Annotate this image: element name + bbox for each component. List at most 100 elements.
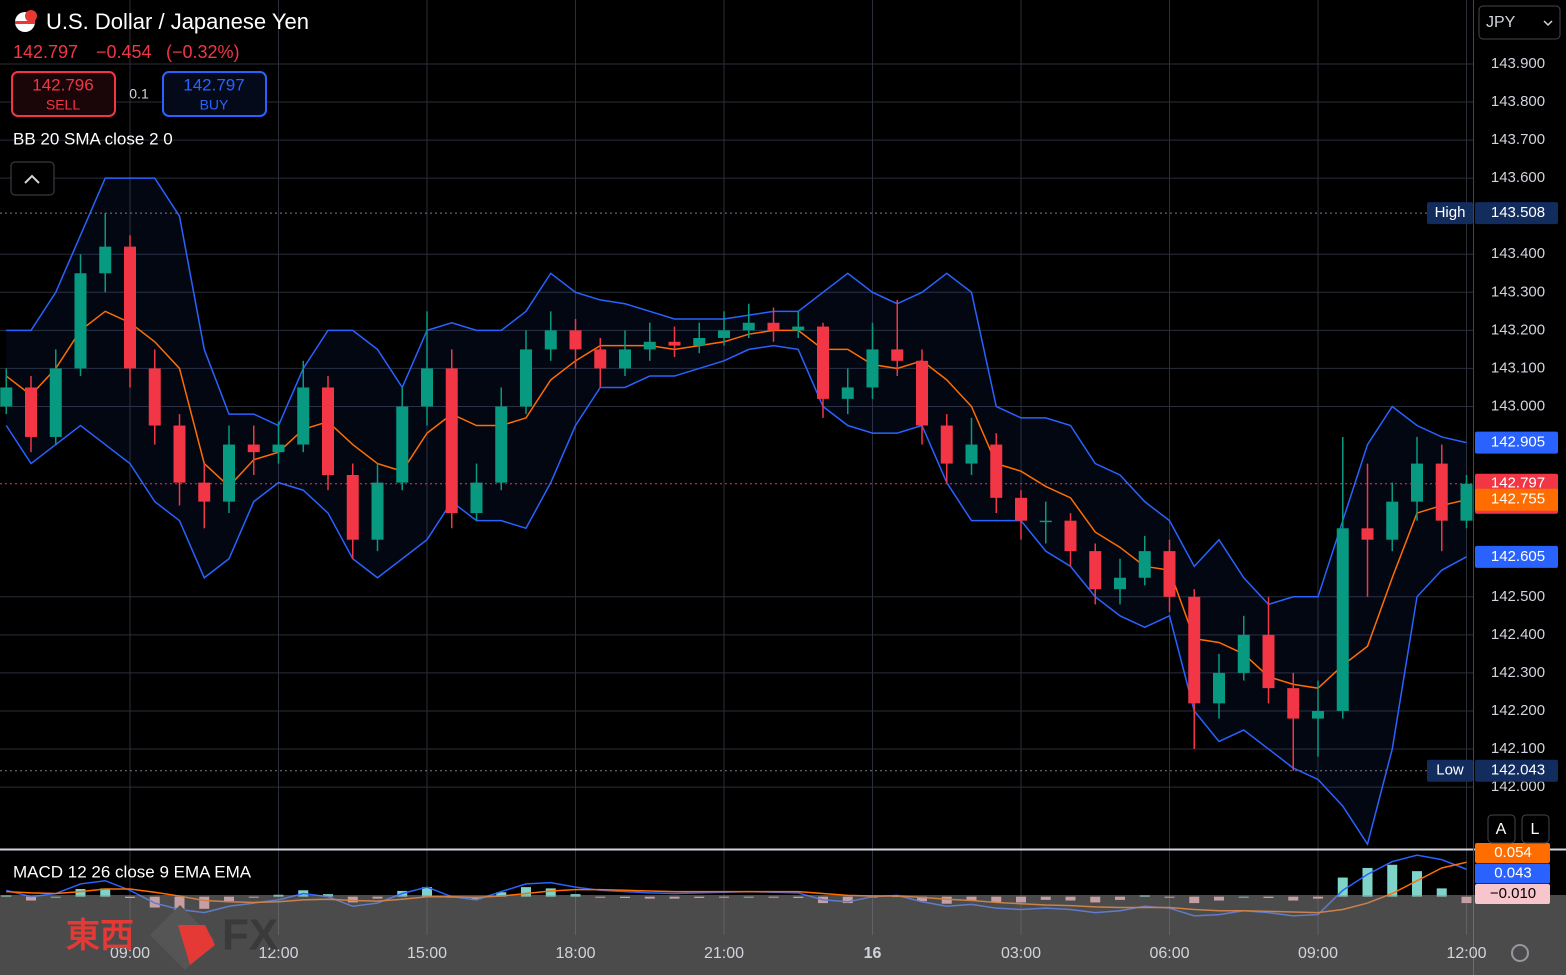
x-tick-label: 06:00 xyxy=(1149,945,1189,962)
price-badge-label: 142.043 xyxy=(1491,762,1545,779)
price-badge-name-bg xyxy=(1427,759,1473,782)
buy-price: 142.797 xyxy=(183,75,244,94)
watermark-fx: FX xyxy=(222,911,278,960)
candle-body xyxy=(0,387,13,407)
sell-label: SELL xyxy=(46,97,80,113)
y-tick-label: 142.300 xyxy=(1491,664,1545,681)
price-badge-name: High xyxy=(1435,204,1466,221)
candle-body xyxy=(841,387,854,399)
x-tick-label: 15:00 xyxy=(407,945,447,962)
candle-body xyxy=(866,349,879,388)
candle-body xyxy=(990,444,1003,498)
candle-body xyxy=(198,482,211,502)
macd-histogram-bar xyxy=(521,887,531,897)
macd-badges: 0.054 0.043 −0.010 xyxy=(1475,843,1550,904)
auto-label: A xyxy=(1496,821,1507,838)
log-label: L xyxy=(1531,821,1540,838)
grid xyxy=(0,0,1473,935)
price-badge xyxy=(1475,759,1558,782)
collapse-button[interactable] xyxy=(10,161,55,196)
plot xyxy=(0,177,1473,847)
macd-histogram-bar xyxy=(1412,871,1422,897)
band-basis xyxy=(5,310,1467,689)
log-button[interactable] xyxy=(1521,814,1550,844)
candle-body xyxy=(1287,688,1300,719)
candle-body xyxy=(272,444,285,453)
candle-body xyxy=(445,368,458,514)
candle-body xyxy=(99,246,112,274)
price-change: −0.454 xyxy=(96,42,152,62)
y-tick-label: 143.300 xyxy=(1491,283,1545,300)
watermark-logo-accent xyxy=(178,925,215,965)
candle-body xyxy=(495,406,508,483)
candle-body xyxy=(643,341,656,350)
y-tick-label: 143.100 xyxy=(1491,359,1545,376)
currency: JPY xyxy=(1486,14,1516,31)
candle-body xyxy=(965,444,978,464)
candle-body xyxy=(1213,672,1225,704)
candle-body xyxy=(916,360,928,426)
y-tick-label: 143.600 xyxy=(1491,169,1545,186)
y-tick-label: 142.200 xyxy=(1491,702,1545,719)
candle-body xyxy=(371,482,384,540)
x-tick-label: 16 xyxy=(864,945,882,962)
price-badge xyxy=(1475,431,1558,454)
candle-body xyxy=(1188,596,1201,704)
candle-body xyxy=(1039,520,1052,523)
candle-body xyxy=(247,444,260,453)
price-badge-label: 142.605 xyxy=(1491,548,1545,565)
candle-body xyxy=(49,368,62,437)
macd-badge-label: 0.054 xyxy=(1494,844,1532,861)
y-tick-label: 143.400 xyxy=(1491,245,1545,262)
candle-body xyxy=(421,368,433,407)
sell-button[interactable] xyxy=(11,71,116,117)
candle-body xyxy=(569,330,582,350)
candle-body xyxy=(1138,551,1151,578)
candle-body xyxy=(1015,497,1027,521)
buy-label: BUY xyxy=(200,97,229,113)
price-axis xyxy=(1474,0,1566,848)
macd-badge xyxy=(1475,863,1550,884)
candle-body xyxy=(1336,528,1349,711)
x-tick-label: 12:00 xyxy=(258,945,298,962)
macd-badge-label: −0.010 xyxy=(1490,885,1536,902)
candle-body xyxy=(396,406,409,483)
macd-legend: MACD 12 26 close 9 EMA EMA xyxy=(13,862,252,881)
candle-body xyxy=(817,326,829,399)
settings-icon[interactable] xyxy=(1511,944,1529,962)
macd-histogram-bar xyxy=(1387,864,1398,897)
candle-body xyxy=(718,330,730,338)
buy-button[interactable] xyxy=(162,71,267,117)
macd-badge xyxy=(1475,884,1550,904)
y-tick-label: 142.400 xyxy=(1491,626,1545,643)
currency-select[interactable] xyxy=(1478,5,1561,40)
price-change-pct: (−0.32%) xyxy=(166,42,240,62)
last-price: 142.797 xyxy=(13,42,78,62)
macd-histogram-bar xyxy=(1362,867,1373,897)
price-badge xyxy=(1475,545,1558,568)
price-badge-label: 142.797 xyxy=(1491,475,1545,492)
candle-body xyxy=(470,482,483,514)
candle-body xyxy=(1262,634,1275,689)
time-axis: 09:00 12:00 15:00 18:00 21:00 16 03:00 06:00 09:… xyxy=(110,945,1487,962)
macd-histogram-bar xyxy=(422,887,432,897)
band-upper xyxy=(6,177,1467,606)
candle-body xyxy=(594,349,607,369)
macd-histogram-bar xyxy=(1436,888,1447,897)
candle-body xyxy=(148,368,161,426)
macd-badge-label: 0.043 xyxy=(1494,864,1532,881)
candle-body xyxy=(346,475,359,540)
candle-body xyxy=(297,387,310,445)
x-tick-label: 21:00 xyxy=(704,945,744,962)
y-tick-label: 142.000 xyxy=(1491,778,1545,795)
x-tick-label: 03:00 xyxy=(1001,945,1041,962)
candle-body xyxy=(1361,528,1374,540)
price-badge-name-bg xyxy=(1427,202,1473,225)
candle-body xyxy=(1435,463,1448,521)
price-badge xyxy=(1475,202,1558,225)
auto-button[interactable] xyxy=(1487,814,1516,844)
dropdown-icon xyxy=(1543,20,1553,27)
bottom-overlay xyxy=(0,895,1566,975)
candle-body xyxy=(742,322,755,331)
